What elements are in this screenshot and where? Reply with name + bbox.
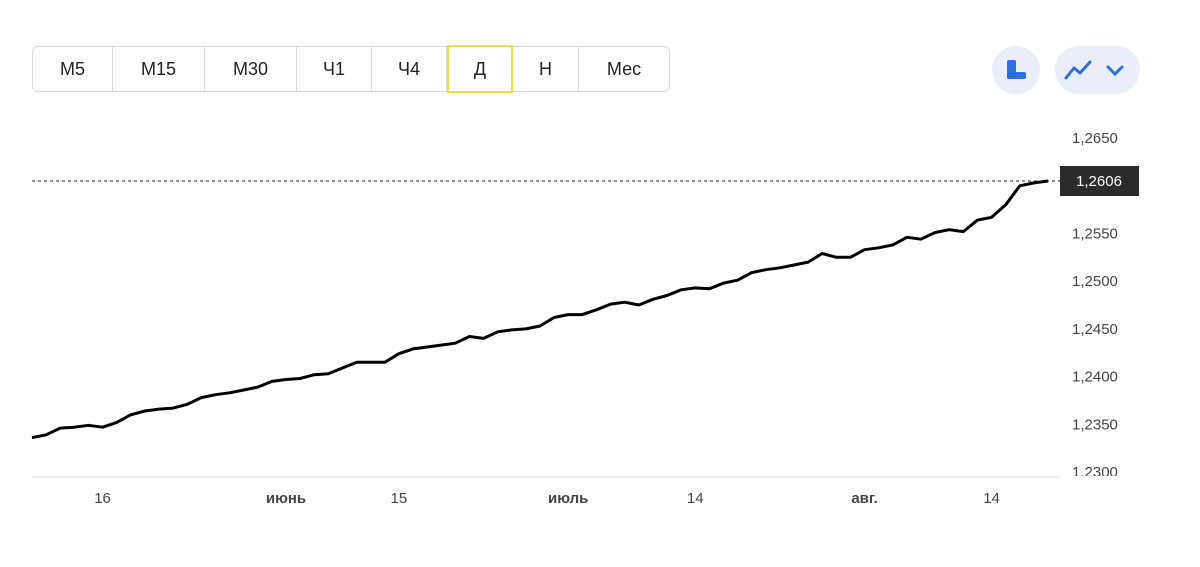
current-price-box — [1060, 165, 1139, 196]
ruler-button[interactable] — [992, 46, 1040, 94]
price-line — [31, 179, 1049, 440]
timeframe-tab[interactable]: М5 — [33, 47, 113, 91]
timeframe-tab[interactable]: Д — [447, 45, 513, 93]
timeframe-tabs: М5 М15 М30 Ч1 Ч4 Д Н Мес — [32, 45, 670, 93]
timeframe-tab[interactable]: М30 — [205, 47, 297, 91]
y-tick-label: 1,2350 — [1072, 416, 1118, 433]
timeframe-tab[interactable]: М15 — [113, 47, 205, 91]
current-price-label: 1,2606 — [1076, 173, 1122, 190]
timeframe-tab[interactable]: Н — [513, 47, 579, 91]
x-tick-label: 14 — [687, 490, 704, 507]
chart-type-button[interactable] — [1055, 46, 1140, 94]
y-tick-label: 1,2400 — [1072, 369, 1118, 386]
y-tick-label: 1,2650 — [1072, 130, 1118, 147]
x-tick-label: авг. — [851, 490, 877, 507]
x-tick-label: 16 — [94, 490, 111, 507]
x-tick-label: июнь — [266, 490, 306, 507]
x-tick-label: июль — [548, 490, 588, 507]
y-tick-label: 1,2450 — [1072, 321, 1118, 338]
y-tick-label: 1,2500 — [1072, 273, 1118, 290]
y-tick-label: 1,2550 — [1072, 225, 1118, 242]
x-tick-label: 14 — [983, 490, 1000, 507]
timeframe-tab[interactable]: Ч1 — [297, 47, 372, 91]
timeframe-tab[interactable]: Ч4 — [372, 47, 447, 91]
y-tick-label: 1,2300 — [1072, 464, 1118, 481]
timeframe-tab[interactable]: Мес — [606, 59, 642, 79]
x-tick-label: 15 — [391, 490, 408, 507]
